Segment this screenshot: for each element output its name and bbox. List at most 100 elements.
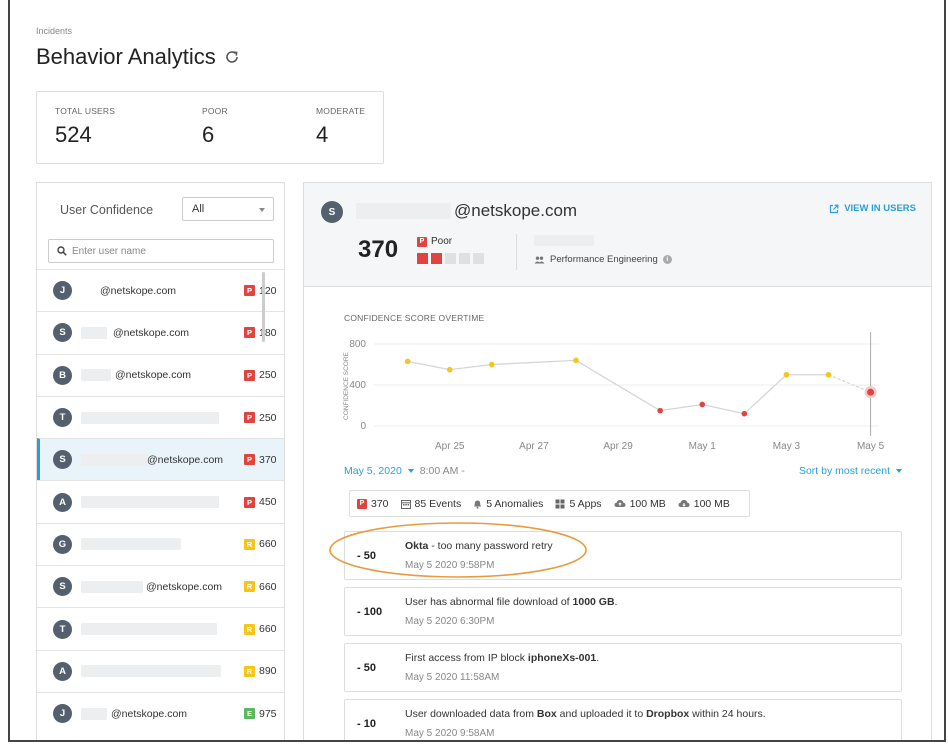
redacted-name xyxy=(81,665,221,678)
redacted-name xyxy=(81,623,217,636)
chevron-down-icon xyxy=(259,208,265,212)
list-item[interactable]: G R 660 xyxy=(37,522,284,565)
data-point[interactable] xyxy=(825,371,832,378)
panel-title: User Confidence xyxy=(60,203,154,217)
list-item[interactable]: S @netskope.com R 660 xyxy=(37,565,284,607)
avatar: G xyxy=(53,534,72,554)
event-timestamp: May 5 2020 11:58AM xyxy=(405,672,500,683)
list-item[interactable]: J @netskope.com E 975 xyxy=(37,691,284,734)
stat-moderate: MODERATE 4 xyxy=(316,106,366,147)
x-tick-label: Apr 25 xyxy=(435,441,465,452)
list-item[interactable]: A R 890 xyxy=(37,649,284,692)
stat-total-users: TOTAL USERS 524 xyxy=(55,106,116,147)
event-timestamp: May 5 2020 9:58AM xyxy=(405,728,495,739)
breadcrumb[interactable]: Incidents xyxy=(36,26,73,36)
score-badge: P xyxy=(244,327,255,339)
rating-bars xyxy=(417,253,484,264)
refresh-icon[interactable] xyxy=(224,49,240,65)
sort-dropdown[interactable]: Sort by most recent xyxy=(799,465,902,477)
event-item[interactable]: - 50 First access from IP block iphoneXs… xyxy=(344,643,902,692)
list-item[interactable]: T P 250 xyxy=(37,395,284,438)
y-tick-label: 800 xyxy=(349,339,366,350)
redacted-name xyxy=(81,496,219,509)
data-point[interactable] xyxy=(657,407,663,414)
series-line-segment xyxy=(449,363,492,371)
summary-apps: 5 Apps xyxy=(555,498,602,510)
user-confidence-panel: User Confidence All J @netskope.com P 12… xyxy=(36,182,285,740)
search-input[interactable] xyxy=(72,245,262,257)
redacted-name xyxy=(81,326,107,339)
list-item[interactable]: A P 450 xyxy=(37,480,284,522)
event-item[interactable]: - 10 User downloaded data from Box and u… xyxy=(344,699,902,740)
data-point[interactable] xyxy=(404,358,411,365)
view-in-users-link[interactable]: VIEW IN USERS xyxy=(829,203,916,214)
event-timestamp: May 5 2020 6:30PM xyxy=(405,616,495,627)
confidence-score: 370 xyxy=(358,236,399,263)
summary-events: 85 Events xyxy=(400,498,461,510)
cloud-download-icon xyxy=(678,500,690,507)
event-list: - 50 Okta - too many password retry May … xyxy=(344,531,902,740)
avatar: J xyxy=(53,704,72,724)
series-line-segment xyxy=(828,374,871,393)
event-description: Okta - too many password retry xyxy=(405,540,553,552)
info-icon[interactable]: i xyxy=(662,255,672,264)
redacted-title xyxy=(534,235,594,246)
activity-summary: P 370 85 Events 5 Anomalies xyxy=(349,490,750,517)
page-title: Behavior Analytics xyxy=(36,44,240,70)
series-line-segment xyxy=(407,360,450,371)
series-line-segment xyxy=(575,359,661,412)
users-icon xyxy=(534,256,545,263)
list-item[interactable]: J @netskope.com P 120 xyxy=(37,269,284,311)
score-badge: P xyxy=(244,285,255,297)
rating-label: P Poor xyxy=(417,236,452,247)
data-point[interactable] xyxy=(489,361,495,368)
avatar: J xyxy=(53,281,72,301)
event-description: User downloaded data from Box and upload… xyxy=(405,708,766,720)
user-search[interactable] xyxy=(48,239,274,263)
avatar: S xyxy=(53,450,72,470)
confidence-filter-select[interactable]: All xyxy=(182,197,274,221)
list-item-selected[interactable]: S @netskope.com P 370 xyxy=(37,438,284,481)
redacted-name xyxy=(81,411,219,424)
data-point[interactable] xyxy=(573,357,579,364)
score-badge: P xyxy=(244,496,255,508)
avatar: T xyxy=(53,408,72,428)
event-item[interactable]: - 100 User has abnormal file download of… xyxy=(344,587,902,636)
detail-header: S @netskope.com VIEW IN USERS 370 P Poor xyxy=(304,183,931,287)
avatar: B xyxy=(53,365,72,385)
stat-poor: POOR 6 xyxy=(202,106,228,147)
x-tick-label: May 5 xyxy=(857,441,885,452)
list-item[interactable]: S @netskope.com P 180 xyxy=(37,311,284,353)
list-scrollbar[interactable] xyxy=(262,272,265,342)
event-item[interactable]: - 50 Okta - too many password retry May … xyxy=(344,531,902,580)
date-range-selector[interactable]: May 5, 2020 8:00 AM - xyxy=(344,465,465,477)
redacted-name xyxy=(356,203,451,219)
event-description: User has abnormal file download of 1000 … xyxy=(405,596,618,608)
data-point[interactable] xyxy=(867,388,875,396)
redacted-name xyxy=(81,707,107,720)
calendar-icon xyxy=(400,499,411,509)
y-tick-label: 0 xyxy=(360,421,366,432)
score-badge: R xyxy=(244,581,255,593)
chevron-down-icon xyxy=(896,469,902,473)
data-point[interactable] xyxy=(699,401,706,408)
user-detail-panel: S @netskope.com VIEW IN USERS 370 P Poor xyxy=(303,182,932,740)
event-description: First access from IP block iphoneXs-001. xyxy=(405,652,600,664)
summary-upload: 100 MB xyxy=(614,498,666,510)
divider xyxy=(516,234,517,270)
data-point[interactable] xyxy=(741,410,748,417)
bell-icon xyxy=(474,500,482,509)
score-badge: R xyxy=(244,665,255,677)
page-title-text: Behavior Analytics xyxy=(36,44,216,69)
user-email: @netskope.com xyxy=(454,201,578,220)
score-badge: R xyxy=(244,623,255,635)
data-point[interactable] xyxy=(783,371,790,378)
chevron-down-icon xyxy=(407,469,414,473)
score-badge: P xyxy=(244,454,255,466)
list-item[interactable]: T R 660 xyxy=(37,607,284,649)
data-point[interactable] xyxy=(446,366,453,373)
list-item[interactable]: B @netskope.com P 250 xyxy=(37,353,284,396)
y-axis-label: CONFIDENCE SCORE xyxy=(343,351,350,420)
panel-header: User Confidence All xyxy=(37,183,284,233)
summary-download: 100 MB xyxy=(678,498,730,510)
